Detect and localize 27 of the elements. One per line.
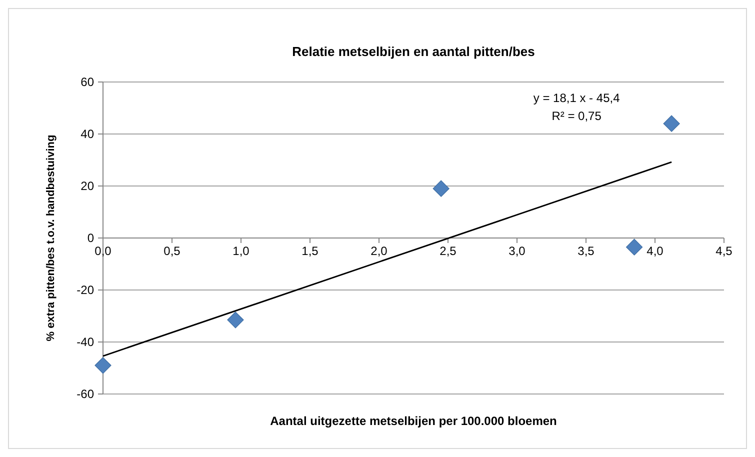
x-tick-label: 4,5 [716, 244, 733, 258]
annotation: R² = 0,75 [552, 109, 602, 124]
x-tick-label: 2,0 [370, 244, 388, 258]
x-tick-label: 0,5 [164, 244, 181, 258]
y-tick-label: 60 [80, 75, 94, 89]
y-tick-label: -20 [76, 283, 94, 297]
x-tick-label: 3,5 [578, 244, 595, 258]
x-tick-label: 2,5 [440, 244, 457, 258]
annotation: y = 18,1 x - 45,4 [533, 91, 620, 106]
x-tick-label: 1,0 [232, 244, 250, 258]
x-tick-label: 1,5 [302, 244, 319, 258]
x-axis-title: Aantal uitgezette metselbijen per 100.000 bloemen [270, 414, 557, 428]
y-tick-label: 0 [87, 231, 94, 245]
x-tick-label: 4,0 [646, 244, 664, 258]
y-tick-label: 20 [80, 179, 94, 193]
point [626, 238, 643, 256]
x-tick-label: 0,0 [94, 244, 112, 258]
y-tick-label: -60 [76, 387, 94, 401]
point [94, 357, 112, 374]
chart-title: Relatie metselbijen en aantal pitten/bes [292, 44, 535, 59]
y-axis-title: % extra pitten/bes t.o.v. handbestuiving [45, 134, 57, 342]
y-tick-label: 40 [80, 127, 94, 141]
point [432, 180, 450, 197]
point [227, 312, 244, 328]
y-tick-label: -40 [76, 335, 94, 349]
point [663, 115, 680, 132]
x-tick-label: 3,0 [508, 244, 526, 258]
